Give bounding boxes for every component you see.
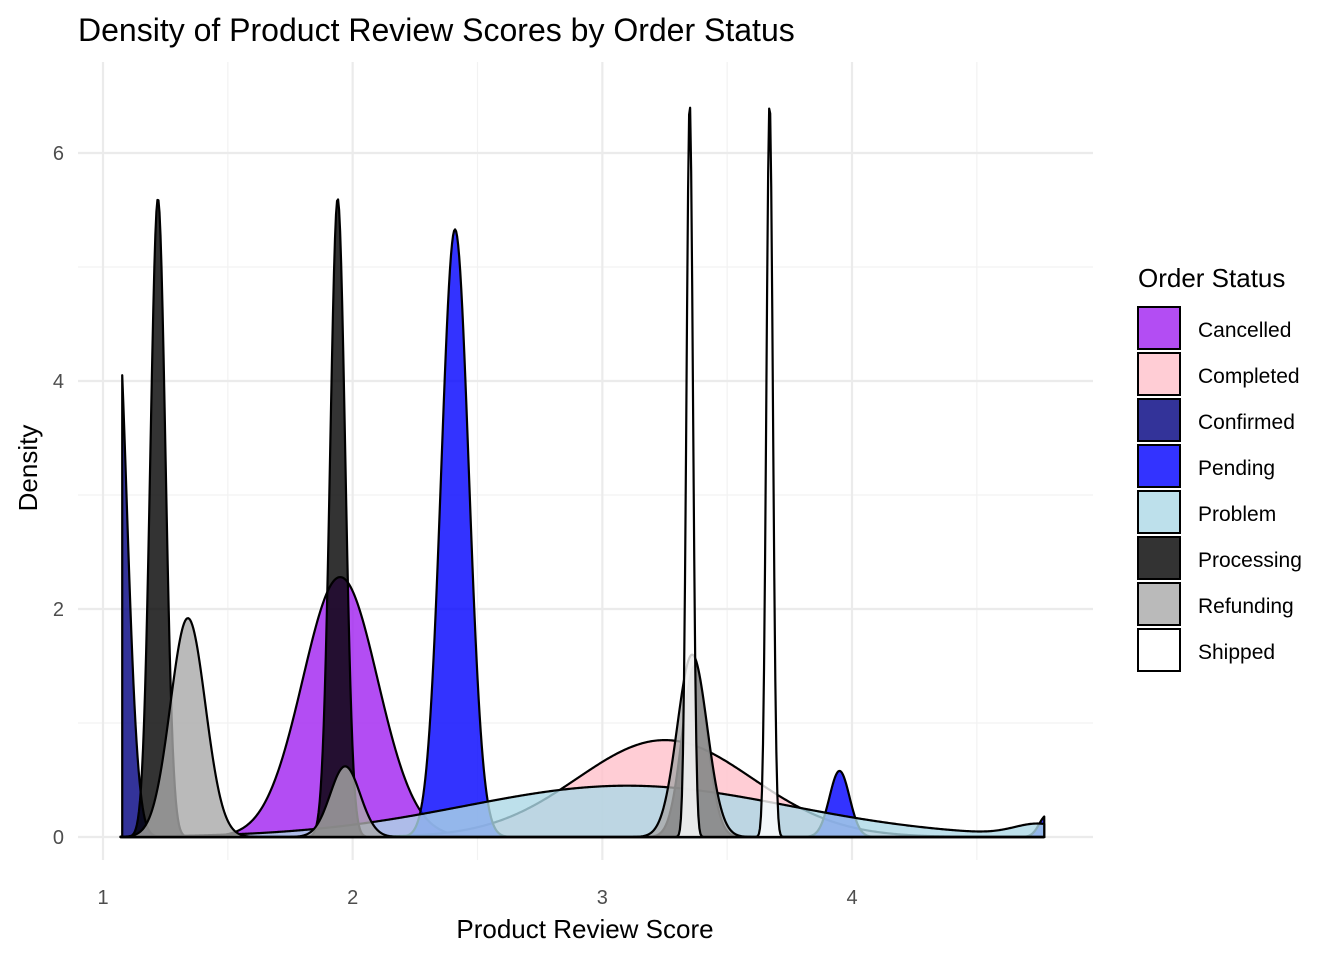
y-tick-label: 0 (53, 827, 64, 849)
y-axis-title: Density (13, 425, 43, 512)
density-area-shipped (119, 106, 1046, 839)
density-areas (119, 106, 1046, 839)
legend-label-processing: Processing (1198, 549, 1302, 572)
y-tick-label: 4 (53, 371, 64, 393)
legend-swatch-cancelled (1137, 306, 1181, 350)
legend-swatch-problem (1137, 490, 1181, 534)
legend-label-cancelled: Cancelled (1198, 319, 1291, 342)
legend-swatch-confirmed (1137, 398, 1181, 442)
legend-items: Cancelled Completed Confirmed Pending Proble… (1137, 306, 1302, 672)
x-tick-label: 3 (597, 887, 608, 909)
x-tick-label: 4 (846, 887, 857, 909)
density-area-confirmed (121, 374, 1046, 839)
legend-label-shipped: Shipped (1198, 641, 1275, 664)
legend-swatch-pending (1137, 444, 1181, 488)
grid (78, 62, 1093, 860)
legend-swatch-refunding (1137, 582, 1181, 626)
density-area-problem (119, 784, 1046, 839)
legend: Order Status Cancelled Completed Confirmed… (1137, 263, 1302, 672)
density-area-pending (119, 228, 1046, 839)
legend-label-refunding: Refunding (1198, 595, 1294, 618)
x-tick-label: 2 (347, 887, 358, 909)
y-tick-label: 2 (53, 599, 64, 621)
legend-swatch-shipped (1137, 628, 1181, 672)
axes: 1 2 3 4 0 2 4 6 (53, 143, 858, 909)
x-tick-label: 1 (97, 887, 108, 909)
chart-title: Density of Product Review Scores by Orde… (78, 12, 795, 48)
legend-label-problem: Problem (1198, 503, 1276, 526)
legend-swatch-processing (1137, 536, 1181, 580)
y-tick-label: 6 (53, 143, 64, 165)
legend-swatch-completed (1137, 352, 1181, 396)
x-axis-title: Product Review Score (456, 914, 713, 944)
legend-label-completed: Completed (1198, 365, 1300, 388)
density-area-processing (119, 198, 1046, 839)
legend-title: Order Status (1138, 263, 1285, 293)
legend-label-pending: Pending (1198, 457, 1275, 480)
legend-label-confirmed: Confirmed (1198, 411, 1295, 434)
